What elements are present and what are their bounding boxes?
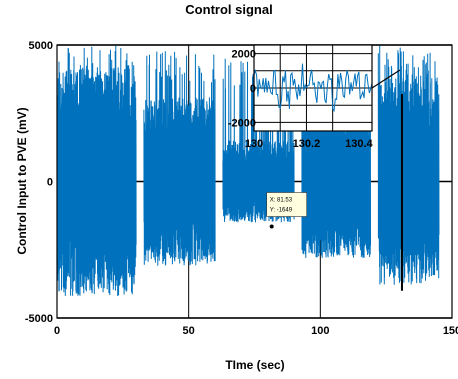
- x-axis-label: TIme (sec): [225, 358, 285, 372]
- x-tick-label: 50: [183, 325, 195, 337]
- inset-x-tick-label: 130.4: [345, 138, 373, 150]
- datatip-x-label: X: 81.53: [270, 198, 293, 204]
- inset-signal-series: [253, 63, 373, 113]
- x-tick-label: 0: [54, 325, 60, 337]
- inset-y-tick-label: 0: [250, 83, 256, 95]
- inset-y-tick-label: -2000: [228, 117, 256, 129]
- inset-x-tick-label: 130: [245, 138, 263, 150]
- y-tick-label: 5000: [29, 40, 53, 52]
- control-signal-series: [56, 45, 440, 297]
- chart-title: Control signal: [185, 2, 273, 17]
- datatip-y-label: Y: -1649: [270, 208, 293, 214]
- y-tick-label: -5000: [25, 313, 53, 325]
- inset-x-tick-label: 130.2: [293, 138, 321, 150]
- datatip-point: [269, 224, 274, 229]
- inset-connector-line: [371, 69, 401, 89]
- inset-y-tick-label: 2000: [232, 49, 256, 61]
- y-tick-label: 0: [47, 177, 53, 189]
- x-tick-label: 150: [443, 325, 458, 337]
- x-tick-label: 100: [311, 325, 329, 337]
- datatip-box: [266, 192, 307, 217]
